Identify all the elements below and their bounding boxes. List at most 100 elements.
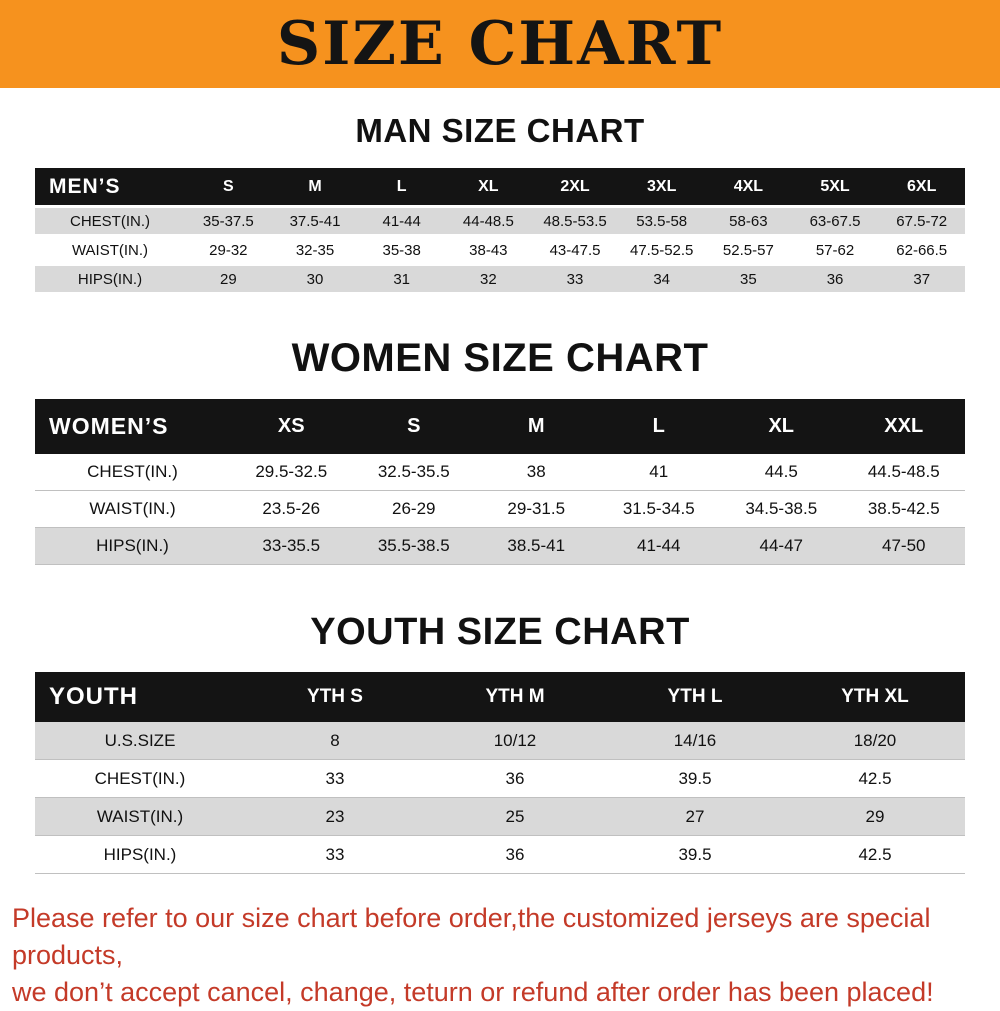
table-cell: 37 xyxy=(913,270,931,288)
column-header: S xyxy=(407,415,421,437)
table-cell: 33 xyxy=(325,768,345,788)
table-cell: 44-48.5 xyxy=(462,212,514,230)
table-cell: 48.5-53.5 xyxy=(543,212,607,230)
row-label: HIPS(IN.) xyxy=(103,844,177,864)
table-cell: 23.5-26 xyxy=(262,499,321,518)
table-cell: 57-62 xyxy=(815,241,855,259)
table-cell: 39.5 xyxy=(678,844,712,864)
table-cell: 63-67.5 xyxy=(809,212,861,230)
table-cell: 10/12 xyxy=(493,730,537,750)
table-cell: 35 xyxy=(740,270,757,288)
table-header-row: YOUTH YTH S YTH M YTH L YTH XL xyxy=(35,672,965,722)
table-row: U.S.SIZE 8 10/12 14/16 18/20 xyxy=(35,722,965,760)
table-row: WAIST(IN.) 23 25 27 29 xyxy=(35,798,965,836)
table-cell: 37.5-41 xyxy=(289,212,341,230)
table-cell: 32.5-35.5 xyxy=(377,462,450,481)
table-cell: 41-44 xyxy=(637,536,681,555)
youth-size-table: YOUTH YTH S YTH M YTH L YTH XL U.S.SIZE 8 10/12… xyxy=(35,672,965,874)
table-cell: 29-31.5 xyxy=(507,499,566,518)
table-cell: 30 xyxy=(306,270,324,288)
column-header: YTH M xyxy=(485,686,545,707)
column-header: YTH L xyxy=(667,686,723,707)
table-cell: 23 xyxy=(325,806,345,826)
table-corner-label: MEN’S xyxy=(49,174,121,198)
table-cell: 62-66.5 xyxy=(896,241,948,259)
table-cell: 58-63 xyxy=(729,212,768,230)
table-cell: 14/16 xyxy=(673,730,717,750)
banner: SIZE CHART xyxy=(0,0,1000,88)
table-row: CHEST(IN.) 35-37.5 37.5-41 41-44 44-48.5 48.5… xyxy=(35,208,965,234)
table-row: HIPS(IN.) 33 36 39.5 42.5 xyxy=(35,836,965,874)
table-cell: 32 xyxy=(480,270,497,288)
table-cell: 27 xyxy=(685,806,705,826)
table-cell: 38 xyxy=(526,462,546,481)
table-cell: 34.5-38.5 xyxy=(745,499,818,518)
row-label: HIPS(IN.) xyxy=(77,270,143,288)
table-row: HIPS(IN.) 33-35.5 35.5-38.5 38.5-41 41-44 44-… xyxy=(35,528,965,565)
table-cell: 43-47.5 xyxy=(549,241,601,259)
table-cell: 44.5 xyxy=(764,462,798,481)
table-corner-label: WOMEN’S xyxy=(49,413,169,439)
table-cell: 29 xyxy=(865,806,885,826)
table-cell: 31 xyxy=(393,270,411,288)
row-label: CHEST(IN.) xyxy=(94,768,186,788)
table-header-row: WOMEN’S XS S M L XL XXL xyxy=(35,399,965,454)
men-size-table: MEN’S S M L XL 2XL 3XL 4XL 5XL 6XL CHEST(IN.) 35-37… xyxy=(35,168,965,292)
table-cell: 29 xyxy=(219,270,237,288)
row-label: WAIST(IN.) xyxy=(89,499,176,518)
table-cell: 36 xyxy=(505,844,525,864)
table-cell: 42.5 xyxy=(858,768,892,788)
table-row: WAIST(IN.) 29-32 32-35 35-38 38-43 43-47.5 47.… xyxy=(35,237,965,263)
column-header: XL xyxy=(768,415,795,437)
table-cell: 26-29 xyxy=(392,499,436,518)
column-header: XS xyxy=(277,415,305,437)
column-header: XL xyxy=(478,177,499,195)
table-cell: 35-38 xyxy=(382,241,421,259)
column-header: 6XL xyxy=(907,177,937,195)
table-cell: 52.5-57 xyxy=(722,241,774,259)
page-title: SIZE CHART xyxy=(276,9,724,79)
table-cell: 8 xyxy=(330,730,340,750)
table-cell: 41 xyxy=(649,462,669,481)
row-label: WAIST(IN.) xyxy=(96,806,184,826)
table-header-row: MEN’S S M L XL 2XL 3XL 4XL 5XL 6XL xyxy=(35,168,965,205)
column-header: YTH S xyxy=(307,686,363,707)
table-row: HIPS(IN.) 29 30 31 32 33 34 35 36 37 xyxy=(35,266,965,292)
column-header: 5XL xyxy=(820,177,850,195)
table-cell: 18/20 xyxy=(853,730,897,750)
table-row: WAIST(IN.) 23.5-26 26-29 29-31.5 31.5-34.5 34… xyxy=(35,491,965,528)
table-row: CHEST(IN.) 29.5-32.5 32.5-35.5 38 41 44.5 44.5… xyxy=(35,454,965,491)
table-cell: 41-44 xyxy=(382,212,421,230)
row-label: WAIST(IN.) xyxy=(71,241,149,259)
youth-section: YOUTH SIZE CHART YOUTH YTH S YTH M YTH L YTH… xyxy=(0,611,1000,874)
table-row: CHEST(IN.) 33 36 39.5 42.5 xyxy=(35,760,965,798)
footer-note-line-2: we don’t accept cancel, change, teturn o… xyxy=(12,977,934,1007)
table-cell: 33-35.5 xyxy=(262,536,321,555)
table-cell: 36 xyxy=(505,768,525,788)
table-cell: 33 xyxy=(566,270,584,288)
table-cell: 32-35 xyxy=(295,241,335,259)
column-header: M xyxy=(308,177,322,195)
row-label: CHEST(IN.) xyxy=(70,212,150,230)
youth-section-title: YOUTH SIZE CHART xyxy=(310,611,690,653)
table-cell: 42.5 xyxy=(858,844,892,864)
table-cell: 38.5-42.5 xyxy=(867,499,940,518)
table-cell: 29.5-32.5 xyxy=(255,462,328,481)
table-cell: 38-43 xyxy=(469,241,508,259)
table-cell: 47-50 xyxy=(882,536,926,555)
table-cell: 53.5-58 xyxy=(636,212,688,230)
footer-note-line-1: Please refer to our size chart before or… xyxy=(12,903,931,970)
men-section-title: MAN SIZE CHART xyxy=(355,112,645,149)
table-cell: 39.5 xyxy=(678,768,712,788)
table-cell: 44.5-48.5 xyxy=(867,462,940,481)
table-cell: 67.5-72 xyxy=(896,212,948,230)
table-cell: 38.5-41 xyxy=(507,536,566,555)
women-section: WOMEN SIZE CHART WOMEN’S XS S M L XL XXL CHEST(… xyxy=(0,336,1000,565)
table-cell: 31.5-34.5 xyxy=(622,499,695,518)
table-corner-label: YOUTH xyxy=(49,683,138,710)
men-section: MAN SIZE CHART MEN’S S M L XL 2XL 3XL 4XL 5XL 6XL… xyxy=(0,112,1000,292)
table-cell: 47.5-52.5 xyxy=(630,241,694,259)
table-cell: 44-47 xyxy=(759,536,803,555)
row-label: HIPS(IN.) xyxy=(96,536,169,555)
